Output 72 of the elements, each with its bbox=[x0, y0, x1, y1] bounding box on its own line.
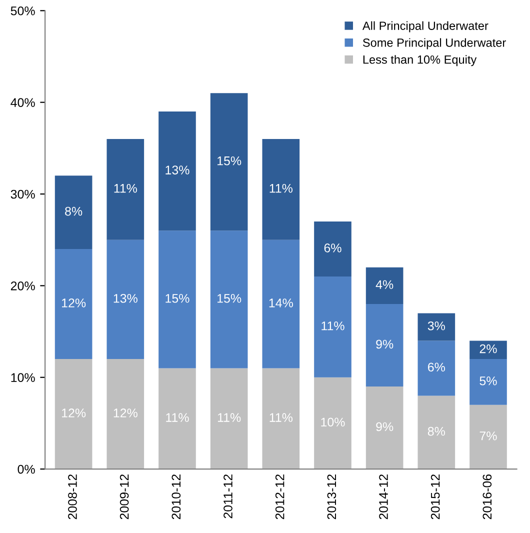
data-label: 15% bbox=[218, 294, 242, 303]
data-label: 11% bbox=[218, 413, 241, 422]
data-label: 2% bbox=[480, 344, 497, 354]
x-tick-label: 2010-12 bbox=[172, 474, 181, 520]
bar bbox=[366, 267, 404, 304]
bar bbox=[314, 276, 352, 378]
bar bbox=[210, 93, 248, 231]
bar bbox=[106, 359, 144, 470]
data-label: 12% bbox=[62, 408, 86, 418]
data-label: 8% bbox=[65, 206, 82, 216]
data-label: 10% bbox=[321, 418, 345, 427]
bar bbox=[314, 377, 352, 470]
data-label: 5% bbox=[480, 376, 497, 386]
bar bbox=[470, 404, 507, 470]
bar bbox=[418, 313, 456, 341]
y-tick-label: 30% bbox=[10, 190, 35, 199]
bar bbox=[366, 386, 404, 470]
data-label: 13% bbox=[114, 294, 138, 303]
data-label: 11% bbox=[114, 184, 137, 193]
data-label: 9% bbox=[376, 422, 394, 432]
bar bbox=[262, 139, 300, 240]
bar bbox=[262, 240, 300, 368]
bar bbox=[158, 112, 196, 231]
x-tick-label: 2014-12 bbox=[379, 474, 388, 520]
data-label: 7% bbox=[480, 432, 497, 440]
data-label: 15% bbox=[218, 156, 242, 166]
data-label: 11% bbox=[270, 413, 293, 422]
x-tick-label: 2015-12 bbox=[430, 474, 440, 520]
x-tick-label: 2013-12 bbox=[327, 474, 336, 520]
legend-label: All Principal Underwater bbox=[362, 21, 488, 32]
bar bbox=[106, 240, 144, 360]
data-label: 12% bbox=[62, 298, 86, 308]
bar bbox=[106, 139, 144, 240]
data-label: 6% bbox=[428, 362, 445, 372]
legend-label: Some Principal Underwater bbox=[362, 38, 506, 50]
data-label: 11% bbox=[322, 322, 344, 330]
legend-label: Less than 10% Equity bbox=[363, 55, 477, 66]
y-tick-label: 20% bbox=[10, 281, 35, 290]
bar bbox=[210, 230, 248, 368]
y-tick-label: 10% bbox=[11, 373, 35, 382]
bar bbox=[158, 368, 196, 470]
bar bbox=[314, 222, 352, 277]
bar bbox=[54, 359, 92, 470]
data-label: 4% bbox=[376, 280, 394, 289]
data-label: 11% bbox=[270, 184, 293, 193]
x-tick-label: 2016-06 bbox=[482, 474, 492, 520]
x-tick-label: 2008-12 bbox=[68, 474, 77, 520]
data-label: 6% bbox=[324, 244, 342, 252]
data-label: 3% bbox=[428, 321, 445, 330]
data-label: 9% bbox=[376, 340, 394, 349]
y-tick-label: 0% bbox=[18, 464, 35, 474]
bar bbox=[54, 176, 92, 250]
data-label: 11% bbox=[166, 413, 189, 422]
data-label: 12% bbox=[114, 408, 138, 418]
bar bbox=[54, 249, 92, 360]
bar bbox=[470, 340, 507, 360]
data-label: 15% bbox=[166, 294, 190, 303]
y-tick-label: 50% bbox=[10, 6, 35, 16]
x-tick-label: 2009-12 bbox=[120, 474, 129, 520]
data-label: 14% bbox=[269, 298, 293, 308]
bar bbox=[366, 304, 404, 387]
bar bbox=[262, 368, 300, 470]
data-label: 13% bbox=[166, 166, 190, 174]
data-label: 8% bbox=[428, 426, 445, 436]
x-tick-label: 2011-12 bbox=[224, 474, 232, 518]
bar bbox=[470, 359, 507, 405]
bar bbox=[158, 230, 196, 368]
y-tick-label: 40% bbox=[10, 98, 35, 107]
bar bbox=[418, 396, 456, 470]
bar bbox=[418, 340, 456, 396]
x-tick-label: 2012-12 bbox=[275, 474, 284, 520]
bar bbox=[210, 368, 248, 470]
